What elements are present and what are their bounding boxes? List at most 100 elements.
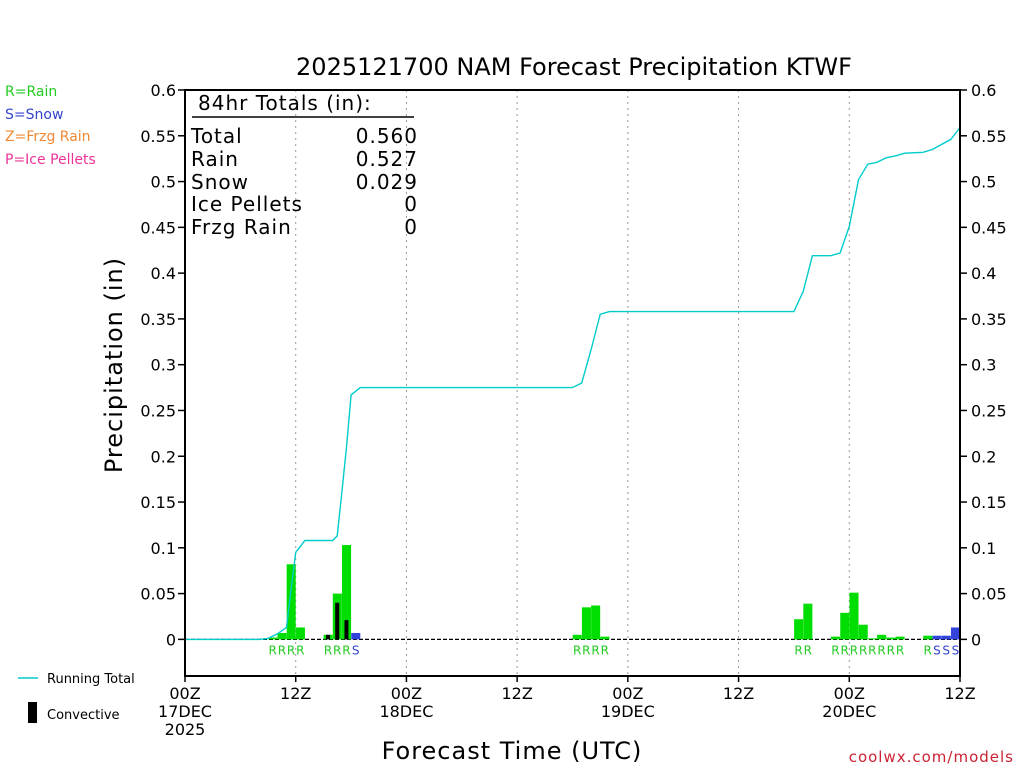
precip-type-marker: S	[352, 643, 360, 657]
totals-row-ice-label: Ice Pellets	[191, 192, 303, 216]
precip-type-marker: R	[859, 643, 867, 657]
x-tick-label: 00Z	[391, 684, 422, 703]
precip-type-marker: R	[841, 643, 849, 657]
legend-convective-label: Convective	[47, 708, 120, 723]
y-tick-label-right: 0.6	[971, 81, 996, 100]
y-tick-label-left: 0.5	[151, 173, 176, 192]
totals-row-rain-label: Rain	[191, 147, 239, 171]
type-legend-snow: S=Snow	[5, 107, 63, 123]
snow-bar	[932, 635, 942, 640]
credit-text: coolwx.com/models	[849, 748, 1014, 766]
y-tick-label-right: 0.05	[971, 585, 1007, 604]
totals-row-ice-value: 0	[404, 192, 418, 216]
legend-convective-swatch	[28, 702, 37, 723]
y-tick-label-left: 0.1	[151, 539, 176, 558]
y-tick-label-right: 0.2	[971, 447, 996, 466]
rain-bar	[572, 634, 582, 640]
y-tick-label-right: 0.25	[971, 401, 1007, 420]
y-tick-label-left: 0.55	[140, 127, 176, 146]
totals-row-frzg-value: 0	[404, 215, 418, 239]
totals-row-snow-label: Snow	[191, 170, 249, 194]
y-tick-label-left: 0.2	[151, 447, 176, 466]
y-axis-label: Precipitation (in)	[100, 257, 128, 473]
x-tick-label: 20DEC	[822, 702, 876, 721]
running-total-line	[185, 127, 961, 641]
precip-type-marker: R	[582, 643, 590, 657]
x-tick-label: 2025	[165, 720, 206, 739]
rain-bar	[831, 636, 841, 640]
precip-type-marker: S	[952, 643, 960, 657]
rain-bar	[923, 635, 933, 640]
y-tick-label-right: 0	[971, 630, 981, 649]
x-tick-label: 19DEC	[601, 702, 655, 721]
series-legend: Running Total Convective	[18, 672, 135, 723]
precip-type-marker: R	[804, 643, 812, 657]
type-legend-frzg: Z=Frzg Rain	[5, 129, 91, 145]
rain-bar	[295, 627, 305, 640]
rain-bar	[581, 607, 591, 640]
x-tick-label: 18DEC	[379, 702, 433, 721]
rain-bar	[858, 624, 868, 640]
snow-bar	[351, 632, 361, 640]
precip-type-marker: R	[850, 643, 858, 657]
running-total-group	[185, 127, 961, 641]
precip-type-marker: R	[794, 643, 802, 657]
x-axis-label: Forecast Time (UTC)	[382, 737, 643, 765]
y-tick-label-left: 0.45	[140, 218, 176, 237]
y-tick-label-right: 0.55	[971, 127, 1007, 146]
rain-bar	[286, 564, 296, 640]
x-tick-label: 00Z	[834, 684, 865, 703]
precip-type-marker: R	[287, 643, 295, 657]
y-tick-label-right: 0.1	[971, 539, 996, 558]
totals-row-total-value: 0.560	[356, 124, 418, 148]
y-tick-label-right: 0.3	[971, 356, 996, 375]
precip-type-marker: R	[333, 643, 341, 657]
precip-type-marker: R	[924, 643, 932, 657]
totals-row-frzg-label: Frzg Rain	[191, 215, 292, 239]
y-tick-label-left: 0.6	[151, 81, 176, 100]
totals-heading: 84hr Totals (in):	[198, 91, 372, 115]
totals-row-rain-value: 0.527	[356, 147, 418, 171]
convective-bar	[335, 602, 340, 640]
precip-type-marker: R	[896, 643, 904, 657]
rain-bar	[895, 636, 905, 640]
rain-bar	[886, 637, 896, 640]
x-tick-label: 12Z	[723, 684, 754, 703]
rain-bar	[877, 634, 887, 640]
x-tick-label: 12Z	[944, 684, 975, 703]
rain-bar	[591, 605, 601, 640]
snow-bar	[950, 627, 960, 640]
rain-bar	[849, 592, 859, 640]
precip-type-marker: R	[591, 643, 599, 657]
type-legend-ice: P=Ice Pellets	[5, 152, 96, 168]
type-legend: R=Rain S=Snow Z=Frzg Rain P=Ice Pellets	[5, 84, 96, 168]
snow-bar	[941, 635, 951, 640]
precip-type-marker: R	[573, 643, 581, 657]
rain-bar	[803, 603, 813, 640]
precip-type-marker: R	[278, 643, 286, 657]
totals-row-total-label: Total	[190, 124, 243, 148]
type-legend-rain: R=Rain	[5, 84, 57, 100]
precip-type-marker: R	[601, 643, 609, 657]
y-tick-label-right: 0.5	[971, 173, 996, 192]
rain-bar	[342, 545, 352, 640]
x-tick-label: 12Z	[501, 684, 532, 703]
precip-type-marker: R	[831, 643, 839, 657]
plot-frame	[184, 89, 961, 677]
precip-type-marker: S	[942, 643, 950, 657]
y-tick-label-right: 0.15	[971, 493, 1007, 512]
precip-type-marker: R	[887, 643, 895, 657]
rain-bar	[268, 637, 278, 640]
rain-bar	[277, 632, 287, 640]
y-tick-label-left: 0.25	[140, 401, 176, 420]
y-axis-ticks: 0 00.05 0.050.1 0.10.15 0.150.2 0.20.25 0.250.…	[140, 81, 1006, 649]
chart-title: 2025121700 NAM Forecast Precipitation KT…	[296, 53, 852, 81]
precip-type-marker: R	[324, 643, 332, 657]
rain-bar	[600, 636, 610, 640]
y-tick-label-left: 0.4	[151, 264, 176, 283]
rain-bar	[867, 638, 877, 640]
rain-bar	[794, 619, 804, 640]
y-tick-label-left: 0.3	[151, 356, 176, 375]
